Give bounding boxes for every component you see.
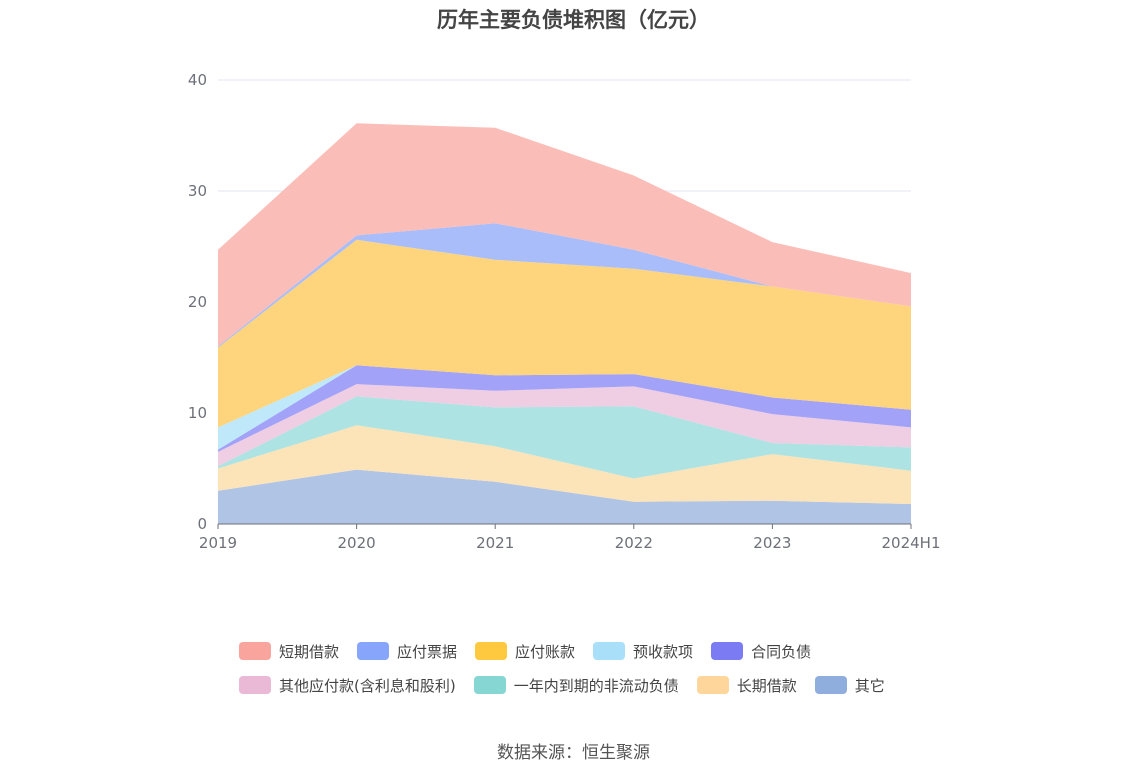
legend-label: 合同负债 [751, 642, 812, 661]
stacked-area-chart: 0 10 20 30 40 2019 2020 2021 2022 2023 2024H1 [188, 71, 941, 552]
data-source: 数据来源：恒生聚源 [497, 743, 650, 763]
y-tick-label: 0 [197, 515, 207, 533]
legend-swatch [239, 676, 271, 694]
legend-swatch [357, 642, 390, 660]
area-长期借款 [218, 425, 911, 504]
legend-swatch [711, 642, 744, 660]
area-其他应付款(含利息和股利) [218, 384, 911, 467]
area-一年内到期的非流动负债 [218, 396, 911, 479]
y-tick-label: 20 [188, 293, 207, 311]
legend-row: 短期借款 应付票据 应付账款 预收款项 合同负债 [239, 640, 939, 662]
y-tick-label: 40 [188, 71, 207, 89]
legend-label: 预收款项 [633, 642, 694, 661]
legend-swatch [239, 642, 271, 660]
area-应付票据 [218, 223, 911, 348]
legend-label: 一年内到期的非流动负债 [513, 676, 679, 695]
legend-item[interactable]: 其他应付款(含利息和股利) [239, 675, 456, 696]
chart-legend: 短期借款 应付票据 应付账款 预收款项 合同负债其他应付款(含利息和股利) 一年内到期的非… [239, 640, 939, 708]
x-tick-label: 2019 [199, 534, 237, 552]
legend-label: 应付账款 [515, 642, 576, 661]
x-tick-label: 2021 [476, 534, 514, 552]
legend-item[interactable]: 应付账款 [475, 641, 575, 662]
legend-item[interactable]: 其它 [814, 675, 885, 696]
legend-label: 应付票据 [397, 642, 458, 661]
y-tick-label: 30 [188, 182, 207, 200]
legend-swatch [475, 642, 508, 660]
legend-item[interactable]: 合同负债 [711, 641, 811, 662]
legend-label: 其它 [854, 676, 885, 695]
area-其它 [218, 469, 911, 524]
legend-label: 短期借款 [279, 642, 340, 661]
y-tick-label: 10 [188, 404, 207, 422]
x-tick-label: 2024H1 [882, 534, 941, 552]
legend-label: 长期借款 [736, 676, 797, 695]
x-tick-label: 2022 [615, 534, 653, 552]
legend-swatch [696, 676, 729, 694]
legend-swatch [814, 676, 847, 694]
legend-item[interactable]: 短期借款 [239, 641, 339, 662]
legend-swatch [473, 676, 506, 694]
legend-item[interactable]: 应付票据 [357, 641, 457, 662]
area-短期借款 [218, 123, 911, 347]
area-应付账款 [218, 239, 911, 428]
legend-item[interactable]: 一年内到期的非流动负债 [473, 675, 679, 696]
legend-item[interactable]: 长期借款 [696, 675, 797, 696]
chart-title: 历年主要负债堆积图（亿元） [437, 8, 710, 32]
legend-item[interactable]: 预收款项 [593, 641, 693, 662]
legend-row: 其他应付款(含利息和股利) 一年内到期的非流动负债 长期借款 其它 [239, 674, 939, 696]
x-tick-label: 2023 [753, 534, 791, 552]
area-合同负债 [218, 365, 911, 452]
x-tick-label: 2020 [338, 534, 376, 552]
legend-swatch [593, 642, 626, 660]
legend-label: 其他应付款(含利息和股利) [279, 676, 456, 695]
